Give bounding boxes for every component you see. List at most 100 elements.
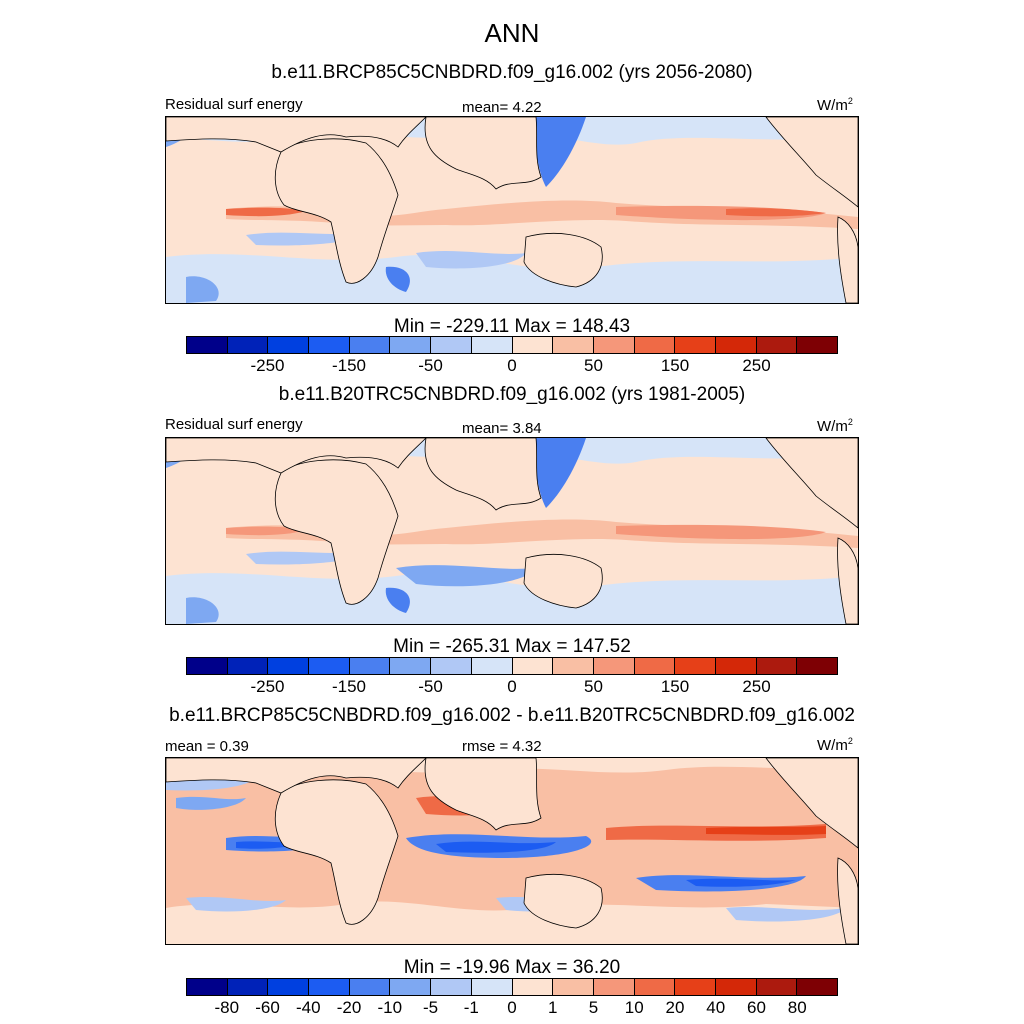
panel-3-subtitle: b.e11.BRCP85C5CNBDRD.f09_g16.002 - b.e11… xyxy=(169,705,855,726)
colorbar-cell xyxy=(268,337,310,353)
colorbar-tick-label: 5 xyxy=(588,998,599,1017)
diff-cold-sw xyxy=(186,897,286,912)
colorbar-cell xyxy=(634,337,676,353)
colorbar-cell xyxy=(634,658,676,674)
panel-3-colorbar xyxy=(186,978,838,996)
agulhas-cold xyxy=(385,266,410,292)
colorbar-tick-label: 50 xyxy=(584,677,603,696)
colorbar-tick-label: 0 xyxy=(507,998,517,1017)
south-america-land xyxy=(837,537,858,624)
diff-cold-se xyxy=(726,907,846,922)
panel-1-map-svg xyxy=(166,117,858,303)
panel-1-map xyxy=(165,116,859,304)
cold-band-south xyxy=(166,254,858,303)
australia-land xyxy=(523,873,603,929)
colorbar-cell xyxy=(756,979,798,995)
cold-south-indian xyxy=(396,565,536,587)
colorbar-tick-label: -50 xyxy=(418,356,443,375)
colorbar-cell xyxy=(390,337,432,353)
colorbar-tick-label: -60 xyxy=(255,998,280,1017)
colorbar-tick-label: -80 xyxy=(214,998,240,1017)
kuroshio-cold xyxy=(535,117,586,187)
asia-land xyxy=(424,117,542,190)
colorbar-tick-label: -40 xyxy=(295,998,321,1017)
eurasia-west-land xyxy=(166,117,427,153)
panel-3-map-svg xyxy=(166,758,858,944)
panel-2-map xyxy=(165,437,859,625)
panel-3-units: W/m2 xyxy=(817,736,853,754)
colorbar-cell xyxy=(227,337,269,353)
colorbar-tick-label: -150 xyxy=(331,356,367,375)
colorbar-cell xyxy=(675,979,716,995)
colorbar-cell xyxy=(349,979,391,995)
colorbar-cell xyxy=(268,658,310,674)
colorbar-tick-label: 20 xyxy=(665,998,685,1017)
colorbar-tick-label: 0 xyxy=(507,356,517,375)
colorbar-cell xyxy=(187,658,228,674)
colorbar-cell xyxy=(471,979,513,995)
colorbar-cell xyxy=(471,658,513,674)
colorbar-tick-label: -1 xyxy=(463,998,479,1017)
colorbar-cell xyxy=(349,337,391,353)
cold-southwest xyxy=(186,597,219,624)
colorbar-tick-label: -10 xyxy=(377,998,403,1017)
agulhas-cold xyxy=(385,587,410,613)
panel-2-subtitle: b.e11.B20TRC5CNBDRD.f09_g16.002 (yrs 198… xyxy=(278,384,746,405)
warm-atlantic xyxy=(226,526,306,536)
asia-land xyxy=(424,438,542,511)
colorbar-cell xyxy=(471,337,513,353)
colorbar-cell xyxy=(715,658,757,674)
colorbar-cell xyxy=(187,979,228,995)
panel-1-mean-label: mean= 4.22 xyxy=(462,99,542,116)
colorbar-cell xyxy=(431,979,472,995)
colorbar-tick-label: 60 xyxy=(747,998,766,1017)
colorbar-tick-label: 0 xyxy=(507,677,517,696)
colorbar-cell xyxy=(268,979,310,995)
colorbar-tick-label: 1 xyxy=(548,998,558,1017)
africa-land xyxy=(274,459,399,605)
colorbar-cell xyxy=(593,658,635,674)
panel-1-minmax: Min = -229.11 Max = 148.43 xyxy=(393,316,631,337)
colorbar-tick-label: 150 xyxy=(660,677,690,696)
diff-south-neutral xyxy=(166,901,858,944)
colorbar-tick-label: 10 xyxy=(624,998,644,1017)
eurasia-west-land xyxy=(166,758,427,794)
colorbar-cell xyxy=(512,337,554,353)
colorbar-tick-label: 80 xyxy=(787,998,807,1017)
panel-1-colorbar xyxy=(186,336,838,354)
colorbar-tick-label: 250 xyxy=(742,356,771,375)
africa-land xyxy=(274,779,399,925)
colorbar-cell xyxy=(593,979,635,995)
panel-2-left-label: Residual surf energy xyxy=(165,416,303,433)
main-title: ANN xyxy=(484,18,540,48)
colorbar-cell xyxy=(187,337,228,353)
colorbar-cell xyxy=(593,337,635,353)
panel-1-units: W/m2 xyxy=(817,96,853,114)
colorbar-tick-label: 50 xyxy=(584,356,603,375)
colorbar-cell xyxy=(512,658,554,674)
colorbar-tick-label: 40 xyxy=(706,998,726,1017)
colorbar-cell xyxy=(553,337,594,353)
colorbar-cell xyxy=(390,979,432,995)
colorbar-cell xyxy=(797,337,837,353)
colorbar-cell xyxy=(797,658,837,674)
diff-cold-indian-core xyxy=(436,841,556,853)
colorbar-cell xyxy=(227,658,269,674)
colorbar-tick-label: -250 xyxy=(250,677,285,696)
colorbar-cell xyxy=(390,658,432,674)
colorbar-cell xyxy=(309,979,350,995)
colorbar-cell xyxy=(756,658,798,674)
asia-land xyxy=(424,758,542,831)
colorbar-tick-label: 250 xyxy=(742,677,771,696)
north-america-land xyxy=(765,758,858,849)
north-america-land xyxy=(765,438,858,529)
panel-3-mean-label: mean = 0.39 xyxy=(165,738,249,755)
cold-band-south xyxy=(166,573,858,624)
south-america-land xyxy=(837,857,858,944)
colorbar-tick-label: -250 xyxy=(250,356,285,375)
panel-3-minmax: Min = -19.96 Max = 36.20 xyxy=(403,957,621,978)
colorbar-cell xyxy=(715,979,757,995)
panel-2-map-svg xyxy=(166,438,858,624)
colorbar-cell xyxy=(431,658,472,674)
panel-1-subtitle: b.e11.BRCP85C5CNBDRD.f09_g16.002 (yrs 20… xyxy=(271,62,753,83)
